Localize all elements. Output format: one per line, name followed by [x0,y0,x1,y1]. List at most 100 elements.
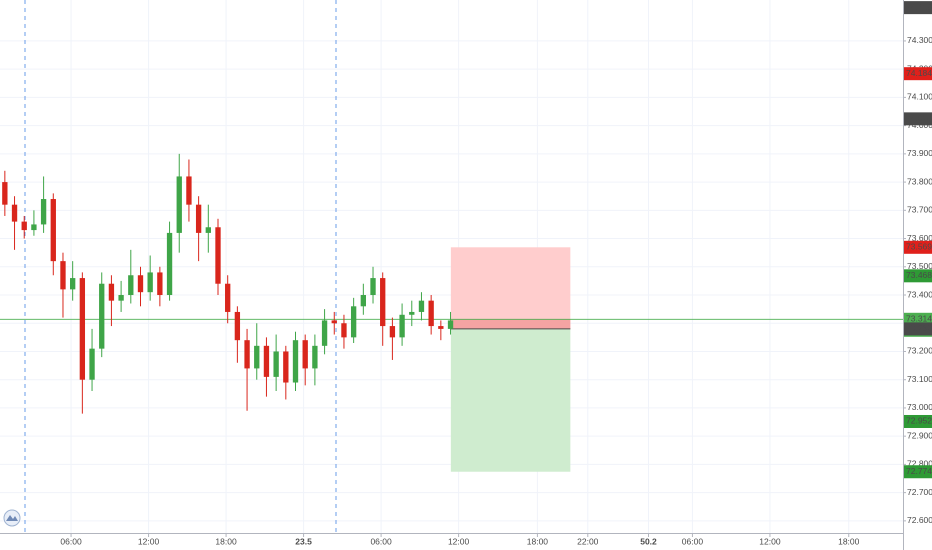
x-tick-label: 18:00 [527,536,549,546]
price-label: 72.952 [906,416,932,426]
price-label-box [904,1,932,15]
candle-body [244,340,250,369]
y-tick-label: 73.500 [907,261,932,271]
candle-body [70,278,76,290]
stop-label-box [904,240,932,254]
candle-body [147,272,153,293]
candle-body [331,320,337,324]
y-tick-label: 73.600 [907,233,932,243]
logo [3,509,21,527]
y-tick-label: 73.400 [907,289,932,299]
price-label: 74.024 [906,113,932,123]
y-tick-label: 72.700 [907,487,932,497]
candle-body [292,340,299,383]
x-tick-label: 23.5 [295,536,312,546]
candle-body [79,278,86,380]
candle-body [31,224,37,231]
candle-body [418,300,425,312]
price-label-box [904,414,932,428]
x-tick-label: 50.2 [640,536,657,546]
candle-body [273,351,279,377]
x-tick-label: 12:00 [759,536,781,546]
entry-label: 73.280 [906,323,932,333]
x-tick-label: 12:00 [448,536,470,546]
x-tick-label: 06:00 [370,536,392,546]
entry-label-box [904,322,932,336]
last-price-label: 73.314 [906,314,932,324]
price-label-box [904,67,932,81]
target-label: 72.774 [906,466,932,476]
candle-body [389,326,396,338]
candle-body [283,351,289,383]
x-tick-label: 22:00 [577,536,599,546]
candle-body [254,345,260,369]
candle-body [89,348,95,380]
candle-body [195,204,202,233]
candle-body [2,182,8,205]
candle-body [205,227,211,233]
candle-body [186,176,192,205]
candle-body [128,275,134,296]
candle-body [409,311,415,315]
x-tick-label: 06:00 [682,536,704,546]
candles [0,153,903,414]
candle-body [60,261,66,290]
y-tick-label: 73.700 [907,205,932,215]
y-tick-label: 73.100 [907,374,932,384]
y-tick-label: 73.900 [907,148,932,158]
price-label-box [904,269,932,283]
price-label: 74.184 [906,68,932,78]
y-tick-label: 73.800 [907,176,932,186]
stop-zone [450,247,571,329]
target-zone [450,328,571,472]
open-pnl-zone [450,319,571,329]
candle-body [166,232,173,296]
candle-body [176,176,182,233]
candle-body [118,295,124,301]
candle-body [99,283,105,349]
position-tool [450,247,571,472]
candle-body [234,311,241,341]
candle-body [263,345,270,377]
price-label-box [904,112,932,126]
y-tick-label: 72.900 [907,430,932,440]
target-label-box [904,465,932,479]
x-tick-label: 18:00 [838,536,860,546]
candle-body [428,300,434,327]
axes: 74.30074.20074.10074.00073.90073.80073.7… [60,1,932,546]
candle-body [380,278,386,327]
x-tick-label: 18:00 [215,536,237,546]
y-tick-label: 73.000 [907,402,932,412]
candle-body [360,295,366,307]
price-label: 73.468 [906,270,932,280]
candle-body [137,275,144,293]
candle-body [11,204,18,222]
x-tick-label: 12:00 [138,536,160,546]
candle-body [40,199,47,225]
logo-icon [6,515,18,521]
candle-body [341,323,347,338]
x-tick-label: 06:00 [60,536,82,546]
candle-body [438,326,444,329]
y-tick-label: 74.100 [907,92,932,102]
candle-body [321,320,328,346]
candle-body [21,221,27,231]
candle-body [399,314,405,338]
y-tick-label: 72.600 [907,515,932,525]
y-tick-label: 72.800 [907,459,932,469]
candle-body [350,306,357,338]
y-tick-label: 74.300 [907,35,932,45]
stop-label: 73.569 [906,242,932,252]
candle-body [50,199,56,262]
candle-body [312,345,318,369]
price-label: 74.418 [906,2,932,12]
candle-body [370,278,376,296]
candle-body [225,283,231,312]
candle-body [157,272,163,296]
candle-body [302,340,308,369]
candle-body [215,227,221,284]
candle-body [108,283,115,301]
candle-body [447,320,454,329]
